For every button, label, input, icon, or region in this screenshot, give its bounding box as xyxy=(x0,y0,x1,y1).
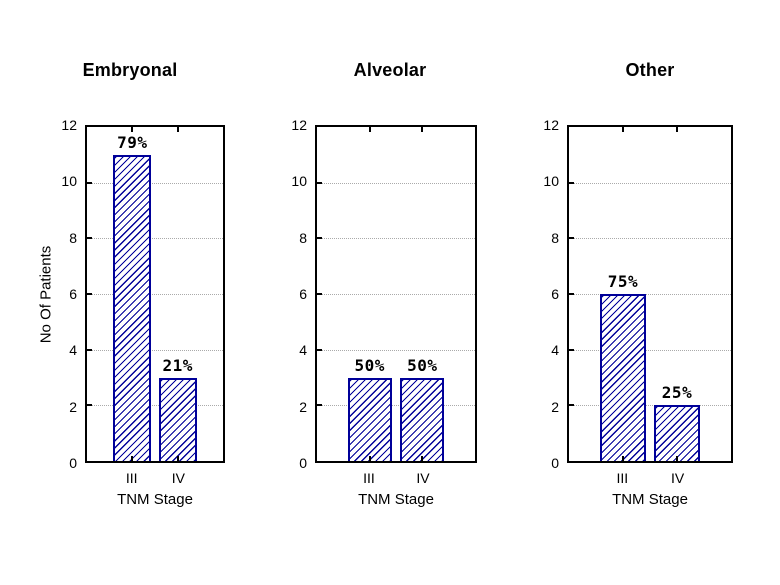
x-axis-bottom-tick xyxy=(368,456,371,461)
gridline xyxy=(87,238,223,240)
y-axis-tick xyxy=(317,293,322,295)
y-axis-tick-label: 4 xyxy=(299,342,307,359)
y-axis-tick xyxy=(87,181,92,184)
y-axis-tick xyxy=(569,237,574,240)
bar-iv xyxy=(654,405,700,461)
gridline xyxy=(317,294,475,295)
y-axis-tick-label: 0 xyxy=(299,455,307,471)
x-axis-tick-label: IV xyxy=(171,470,185,486)
bar-iii xyxy=(600,294,646,461)
gridline xyxy=(569,238,731,240)
x-axis-bottom-tick xyxy=(176,456,179,461)
y-axis-tick xyxy=(317,404,322,407)
x-axis-bottom-tick xyxy=(621,456,624,461)
bar-iv xyxy=(400,377,445,461)
bar-value-label: 21% xyxy=(162,355,193,375)
gridline xyxy=(317,405,475,407)
y-axis-tick xyxy=(317,237,322,240)
y-axis-tick-label: 12 xyxy=(291,117,307,133)
y-axis-tick xyxy=(317,181,322,184)
y-axis-tick-label: 2 xyxy=(69,398,77,415)
x-axis-tick-label: III xyxy=(363,470,375,486)
x-axis-top-tick xyxy=(421,127,424,132)
bar-value-label: 75% xyxy=(607,272,639,291)
y-axis-tick-label: 10 xyxy=(543,173,559,190)
x-axis-label: TNM Stage xyxy=(117,491,193,508)
y-axis-tick-label: 8 xyxy=(299,229,307,246)
gridline xyxy=(317,182,475,184)
x-axis-tick-label: IV xyxy=(671,470,685,486)
y-axis-tick-label: 8 xyxy=(551,229,559,246)
y-axis-label: No Of Patients xyxy=(32,125,60,463)
bar-iii xyxy=(113,154,152,461)
chart-title: Alveolar xyxy=(353,60,427,80)
gridline xyxy=(87,294,223,295)
bar-value-label: 25% xyxy=(661,383,693,403)
x-axis-top-tick xyxy=(368,127,371,132)
x-axis-bottom-tick xyxy=(421,456,424,461)
gridline xyxy=(569,405,731,407)
x-axis-bottom-tick xyxy=(676,456,678,461)
y-axis-tick-label: 12 xyxy=(61,117,77,133)
y-axis-tick-label: 6 xyxy=(551,286,559,302)
gridline xyxy=(569,294,731,295)
y-axis-tick xyxy=(87,404,92,407)
y-axis-tick xyxy=(87,237,92,240)
x-axis-tick-label: III xyxy=(125,470,138,486)
x-axis-label: TNM Stage xyxy=(358,491,434,508)
bar-iii xyxy=(347,377,392,461)
x-axis-top-tick xyxy=(621,127,624,132)
y-axis-tick-label: 0 xyxy=(551,455,559,471)
chart-title: Other xyxy=(625,60,675,80)
y-axis-tick-label: 4 xyxy=(69,342,77,359)
x-axis-tick-label: III xyxy=(616,470,629,486)
gridline xyxy=(317,238,475,240)
y-axis-tick xyxy=(87,293,92,295)
x-axis-top-tick xyxy=(131,127,134,132)
x-axis-tick-label: IV xyxy=(416,470,430,486)
y-axis-tick-label: 0 xyxy=(69,455,77,471)
y-axis-tick xyxy=(317,348,322,351)
bar-value-label: 79% xyxy=(117,132,148,152)
y-axis-tick-label: 4 xyxy=(551,342,559,359)
bar-value-label: 50% xyxy=(354,355,385,375)
gridline xyxy=(87,349,223,351)
y-axis-tick-label: 8 xyxy=(69,229,77,246)
y-axis-tick-label: 2 xyxy=(299,398,307,415)
y-axis-tick-label: 10 xyxy=(61,173,77,190)
y-axis-tick xyxy=(87,348,92,351)
plot-area: 75% 25% xyxy=(567,125,733,463)
x-axis-bottom-tick xyxy=(131,456,134,461)
x-axis-top-tick xyxy=(176,127,179,132)
y-axis-tick xyxy=(569,348,574,351)
bar-value-label: 50% xyxy=(407,355,438,375)
y-axis-tick xyxy=(569,293,574,295)
gridline xyxy=(569,182,731,184)
gridline xyxy=(317,349,475,351)
bar-iv xyxy=(158,377,197,461)
y-axis-tick-label: 2 xyxy=(551,398,559,415)
plot-area: 79% 21% xyxy=(85,125,225,463)
y-axis-tick-label: 12 xyxy=(543,117,559,133)
y-axis-tick-label: 10 xyxy=(291,173,307,190)
y-axis-tick xyxy=(569,404,574,407)
gridline xyxy=(569,349,731,351)
plot-area: 50% 50% xyxy=(315,125,477,463)
chart-title: Embryonal xyxy=(82,60,178,80)
gridline xyxy=(87,182,223,184)
y-axis-label-text: No Of Patients xyxy=(37,245,55,343)
y-axis-tick-label: 6 xyxy=(69,286,77,302)
y-axis-tick xyxy=(569,181,574,184)
x-axis-top-tick xyxy=(676,127,678,132)
x-axis-label: TNM Stage xyxy=(612,491,688,508)
gridline xyxy=(87,405,223,407)
y-axis-tick-label: 6 xyxy=(299,286,307,302)
